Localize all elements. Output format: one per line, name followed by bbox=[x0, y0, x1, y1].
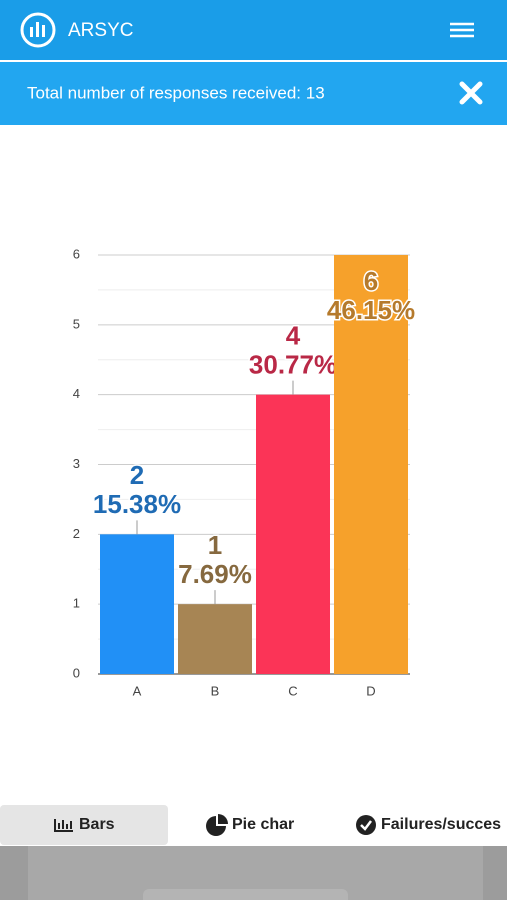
tab-label[interactable]: Bars bbox=[79, 816, 115, 833]
header: ARSYC bbox=[0, 0, 507, 60]
y-tick-label: 0 bbox=[73, 665, 80, 680]
percentage-label: 15.38% bbox=[93, 489, 181, 519]
banner-text: Total number of responses received: 13 bbox=[27, 83, 325, 102]
bottom-area bbox=[0, 846, 507, 905]
close-button[interactable] bbox=[459, 81, 483, 105]
tab-bar: Bars Pie char Failures/succes bbox=[0, 804, 507, 846]
app-title: ARSYC bbox=[68, 20, 133, 41]
percentage-label: 7.69% bbox=[178, 559, 252, 589]
bar bbox=[256, 394, 330, 674]
value-label: 6 bbox=[364, 266, 378, 296]
tab-label[interactable]: Pie char bbox=[232, 816, 294, 833]
y-tick-label: 2 bbox=[73, 526, 80, 541]
banner: Total number of responses received: 13 bbox=[0, 62, 507, 125]
y-tick-label: 6 bbox=[73, 246, 80, 261]
tab-label[interactable]: Failures/succes bbox=[381, 816, 501, 833]
y-tick-label: 3 bbox=[73, 456, 80, 471]
y-tick-label: 4 bbox=[73, 386, 80, 401]
x-tick-label: A bbox=[133, 683, 142, 698]
x-tick-label: D bbox=[366, 683, 375, 698]
bar bbox=[100, 534, 174, 674]
x-tick-label: B bbox=[211, 683, 220, 698]
bar bbox=[334, 255, 408, 674]
bottom-panel bbox=[28, 846, 483, 905]
header-bar: ARSYC bbox=[20, 12, 474, 48]
percentage-label: 30.77% bbox=[249, 350, 337, 380]
logo bbox=[20, 12, 56, 48]
x-tick-label: C bbox=[288, 683, 297, 698]
value-label: 4 bbox=[286, 321, 301, 351]
y-tick-label: 5 bbox=[73, 316, 80, 331]
menu-button[interactable] bbox=[450, 22, 474, 38]
y-tick-label: 1 bbox=[73, 596, 80, 611]
banner-bar: Total number of responses received: 13 bbox=[27, 81, 483, 105]
bar bbox=[178, 604, 252, 674]
tabs: Bars Pie char Failures/succes bbox=[0, 805, 501, 845]
percentage-label: 46.15% bbox=[327, 295, 415, 325]
tab-bars[interactable] bbox=[0, 805, 168, 845]
value-label: 2 bbox=[130, 460, 144, 490]
value-label: 1 bbox=[208, 530, 222, 560]
